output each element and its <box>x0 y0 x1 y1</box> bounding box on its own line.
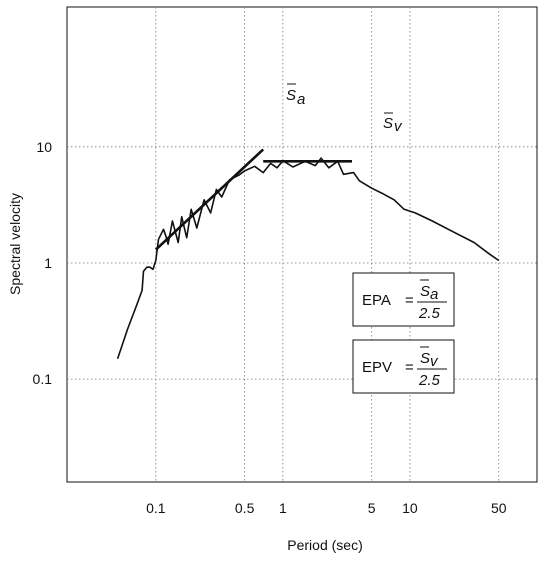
y-axis-label: Spectral velocity <box>7 193 23 295</box>
sa-line-label: S a <box>286 83 305 108</box>
sa-average-line <box>154 148 265 251</box>
y-tick-labels: 0.1 1 10 <box>33 139 53 387</box>
x-axis-label: Period (sec) <box>287 537 362 553</box>
epv-text: EPV <box>362 359 392 376</box>
x-tick-label: 0.1 <box>146 500 166 516</box>
x-tick-label: 0.5 <box>235 500 255 516</box>
epa-equals: = <box>405 292 414 309</box>
y-tick-label: 0.1 <box>33 371 53 387</box>
sv-line-label: S v <box>383 112 403 135</box>
epa-annotation: EPA = S a 2.5 <box>352 272 455 327</box>
epv-equals: = <box>405 359 414 376</box>
response-spectrum-line <box>116 157 500 359</box>
epv-num-main: S <box>420 350 430 367</box>
epv-num-sub: v <box>430 353 439 370</box>
plot-frame <box>66 6 538 483</box>
epv-annotation: EPV = S v 2.5 <box>352 339 455 394</box>
grid <box>67 7 537 482</box>
x-tick-label: 10 <box>402 500 418 516</box>
sa-label-main: S <box>286 87 296 104</box>
x-tick-label: 50 <box>491 500 507 516</box>
epa-text: EPA <box>362 292 391 309</box>
epv-den: 2.5 <box>418 372 441 389</box>
y-tick-label: 1 <box>44 255 52 271</box>
series-layer <box>116 148 500 359</box>
epa-box <box>352 272 455 327</box>
y-tick-label: 10 <box>36 139 52 155</box>
x-tick-label: 5 <box>368 500 376 516</box>
sa-label-sub: a <box>297 91 305 108</box>
x-tick-label: 1 <box>279 500 287 516</box>
epa-num-sub: a <box>430 286 438 303</box>
epa-num-main: S <box>420 283 430 300</box>
sv-label-main: S <box>383 115 393 132</box>
epv-box <box>352 339 455 394</box>
x-tick-labels: 0.1 0.5 1 5 10 50 <box>146 500 507 516</box>
epa-den: 2.5 <box>418 305 441 322</box>
sv-label-sub: v <box>394 118 403 135</box>
